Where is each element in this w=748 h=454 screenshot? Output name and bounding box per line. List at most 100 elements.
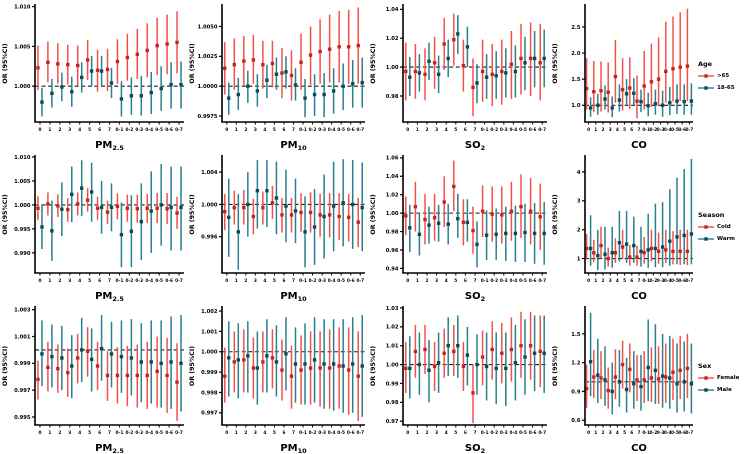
svg-text:5: 5: [623, 127, 626, 133]
svg-text:0-3: 0-3: [318, 278, 326, 284]
svg-text:0.999: 0.999: [14, 361, 31, 367]
svg-text:0-4: 0-4: [664, 127, 672, 133]
svg-text:0-5: 0-5: [155, 127, 163, 133]
svg-text:3: 3: [609, 430, 612, 436]
svg-text:0-7: 0-7: [686, 278, 694, 284]
svg-text:5: 5: [273, 127, 276, 133]
svg-text:1.000: 1.000: [201, 350, 218, 356]
svg-text:1.5: 1.5: [571, 332, 581, 338]
teal-errorbar-glyph-slot: [698, 235, 714, 243]
svg-text:0.997: 0.997: [14, 388, 31, 394]
svg-text:0-5: 0-5: [519, 278, 527, 284]
svg-text:1: 1: [48, 430, 51, 436]
svg-text:0: 0: [406, 127, 409, 133]
chart-canvas: 1.0 1.5 2.0 2.5 0 1 2 3 4 5 6 7 0-1 0-2 0-3 0-4 0-5 0-6 0-…: [552, 4, 694, 151]
svg-text:2: 2: [244, 278, 247, 284]
svg-text:0-7: 0-7: [686, 127, 694, 133]
svg-text:0-3: 0-3: [500, 278, 508, 284]
svg-text:5: 5: [88, 278, 91, 284]
svg-text:1.000: 1.000: [201, 202, 218, 208]
svg-text:0-2: 0-2: [650, 278, 658, 284]
subplot-sex-pm25: 0.995 0.997 0.999 1.001 1.003 0 1 2 3 4 5 6 7 0-1 0-2 0…: [0, 302, 187, 454]
svg-text:0-1: 0-1: [642, 278, 650, 284]
svg-text:4: 4: [445, 278, 448, 284]
svg-text:1: 1: [594, 127, 597, 133]
svg-text:0-6: 0-6: [165, 127, 173, 133]
chart-canvas: 0.940.960.981.001.021.041.060 1 2 3 4 5 6 7 0-1 0…: [370, 155, 547, 303]
svg-text:0-2: 0-2: [650, 127, 658, 133]
svg-text:OR (95%CI): OR (95%CI): [2, 346, 9, 386]
svg-text:5: 5: [454, 278, 457, 284]
legend-entry: >65: [698, 72, 748, 80]
svg-text:1: 1: [48, 278, 51, 284]
svg-text:1.001: 1.001: [14, 334, 31, 340]
svg-text:4: 4: [616, 127, 619, 133]
subplot-age-pm25: 1.000 1.005 1.010 0 1 2 3 4 5 6 7 0-1 0-2 0-3 0-4 0-5 0-…: [0, 0, 187, 152]
subplot-season-so2: 0.94 0.96 0.98 1.00 1.02 1.04 1.06 0 1 2 3 4 5 6 7 0-1 0…: [368, 151, 550, 303]
svg-text:0-1: 0-1: [116, 430, 124, 436]
figure-row-age: 1.000 1.005 1.010 0 1 2 3 4 5 6 7 0-1 0-2 0-3 0-4 0-5 0-…: [0, 0, 748, 152]
svg-text:0-1: 0-1: [299, 127, 307, 133]
svg-text:1: 1: [416, 278, 419, 284]
svg-text:4: 4: [263, 278, 266, 284]
svg-text:2: 2: [58, 278, 61, 284]
svg-text:6: 6: [282, 127, 285, 133]
svg-text:1.0: 1.0: [571, 103, 581, 109]
svg-text:0-6: 0-6: [678, 430, 686, 436]
chart-canvas: 0.981.001.021.040 1 2 3 4 5 6 7 0-1 0-2 0-3 0-4 0-5 0…: [370, 4, 547, 152]
svg-text:0-1: 0-1: [481, 278, 489, 284]
svg-text:PM10: PM10: [280, 443, 307, 454]
legend-label: >65: [717, 72, 730, 79]
svg-text:0-4: 0-4: [510, 430, 518, 436]
legend-title: Sex: [698, 362, 712, 370]
svg-text:0: 0: [38, 127, 41, 133]
svg-text:1.0025: 1.0025: [197, 54, 217, 60]
legend-season: Season Cold Warm: [696, 151, 748, 302]
svg-text:0-4: 0-4: [328, 278, 336, 284]
svg-text:3: 3: [435, 430, 438, 436]
svg-text:0: 0: [406, 278, 409, 284]
svg-text:1: 1: [416, 127, 419, 133]
legend-title: Season: [698, 210, 725, 219]
svg-text:0-3: 0-3: [500, 430, 508, 436]
subplot-age-so2: 0.98 1.00 1.02 1.04 0 1 2 3 4 5 6 7 0-1 0-2 0-3 0-4 0-5 0…: [368, 0, 550, 152]
subplot-age-co: 1.0 1.5 2.0 2.5 0 1 2 3 4 5 6 7 0-1 0-2 0-3 0-4 0-5 0-6 0-…: [550, 0, 696, 151]
svg-text:1.02: 1.02: [386, 193, 399, 199]
svg-text:2: 2: [58, 430, 61, 436]
svg-text:3: 3: [577, 199, 581, 205]
legend-entry: Warm: [698, 235, 748, 243]
svg-text:3: 3: [435, 127, 438, 133]
svg-text:0-5: 0-5: [337, 278, 345, 284]
svg-text:1.0050: 1.0050: [197, 24, 217, 30]
svg-text:2.5: 2.5: [571, 25, 581, 31]
svg-text:PM2.5: PM2.5: [95, 140, 124, 151]
svg-text:5: 5: [88, 127, 91, 133]
svg-text:0-4: 0-4: [664, 278, 672, 284]
svg-text:0: 0: [406, 430, 409, 436]
svg-text:2: 2: [426, 278, 429, 284]
svg-text:0-5: 0-5: [155, 430, 163, 436]
svg-text:2: 2: [58, 127, 61, 133]
svg-text:1.005: 1.005: [14, 179, 31, 185]
svg-text:0-2: 0-2: [490, 127, 498, 133]
svg-text:2: 2: [602, 430, 605, 436]
legend-age: Age >65 18-65: [696, 0, 748, 151]
svg-text:0.990: 0.990: [14, 251, 31, 257]
svg-text:7: 7: [292, 127, 295, 133]
legend-label: Male: [717, 387, 732, 393]
svg-text:6: 6: [464, 430, 467, 436]
svg-text:PM2.5: PM2.5: [95, 291, 124, 302]
svg-text:5: 5: [273, 430, 276, 436]
svg-text:SO2: SO2: [465, 443, 485, 454]
svg-text:0-1: 0-1: [299, 278, 307, 284]
svg-text:0-5: 0-5: [671, 278, 679, 284]
svg-text:1.002: 1.002: [201, 309, 218, 315]
svg-text:0-2: 0-2: [125, 278, 133, 284]
legend-entry: Cold: [698, 223, 748, 231]
svg-text:1.010: 1.010: [14, 155, 31, 161]
svg-text:6: 6: [282, 430, 285, 436]
svg-text:OR (95%CI): OR (95%CI): [189, 346, 196, 386]
